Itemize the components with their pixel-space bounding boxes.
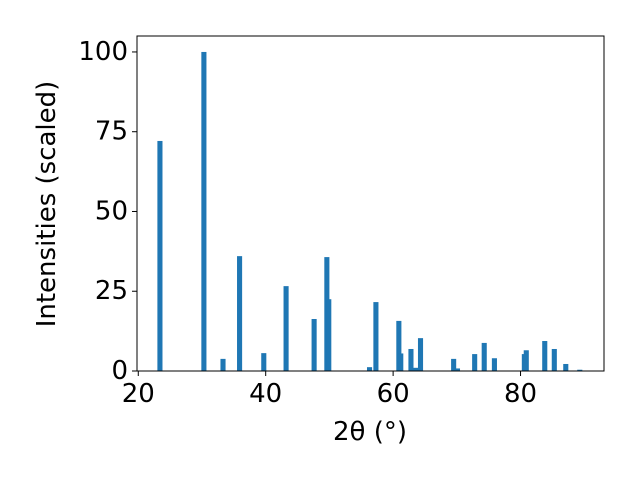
bar — [408, 348, 414, 371]
bar — [451, 358, 457, 371]
y-tick-label: 50 — [95, 196, 128, 226]
plot-frame — [136, 35, 605, 372]
bar — [563, 363, 569, 371]
bar — [261, 353, 267, 371]
y-tick-label: 25 — [95, 276, 128, 306]
bar — [481, 342, 487, 371]
bar — [454, 368, 461, 371]
y-axis-label: Intensities (scaled) — [32, 81, 62, 328]
bar — [523, 350, 529, 371]
bar — [472, 354, 478, 371]
bar — [283, 286, 289, 371]
bar — [577, 369, 583, 371]
bar — [398, 353, 404, 371]
bar — [157, 140, 163, 371]
bar — [491, 358, 497, 371]
bar — [220, 358, 226, 371]
x-tick-label: 60 — [377, 379, 410, 409]
y-tick-label: 0 — [111, 356, 128, 386]
x-tick-label: 20 — [122, 379, 155, 409]
bar — [311, 318, 317, 371]
x-tick-label: 80 — [504, 379, 537, 409]
bar — [366, 367, 373, 371]
x-axis-label: 2θ (°) — [333, 417, 407, 447]
bar — [326, 299, 332, 371]
y-tick-label: 100 — [78, 37, 128, 67]
y-tick-label: 75 — [95, 117, 128, 147]
bar — [201, 51, 207, 371]
bar — [237, 256, 243, 371]
bar — [373, 302, 379, 371]
bar — [396, 320, 402, 371]
bar — [417, 338, 424, 371]
bar — [542, 341, 548, 371]
x-tick-label: 40 — [249, 379, 282, 409]
bar — [551, 348, 557, 371]
bar — [413, 367, 419, 371]
